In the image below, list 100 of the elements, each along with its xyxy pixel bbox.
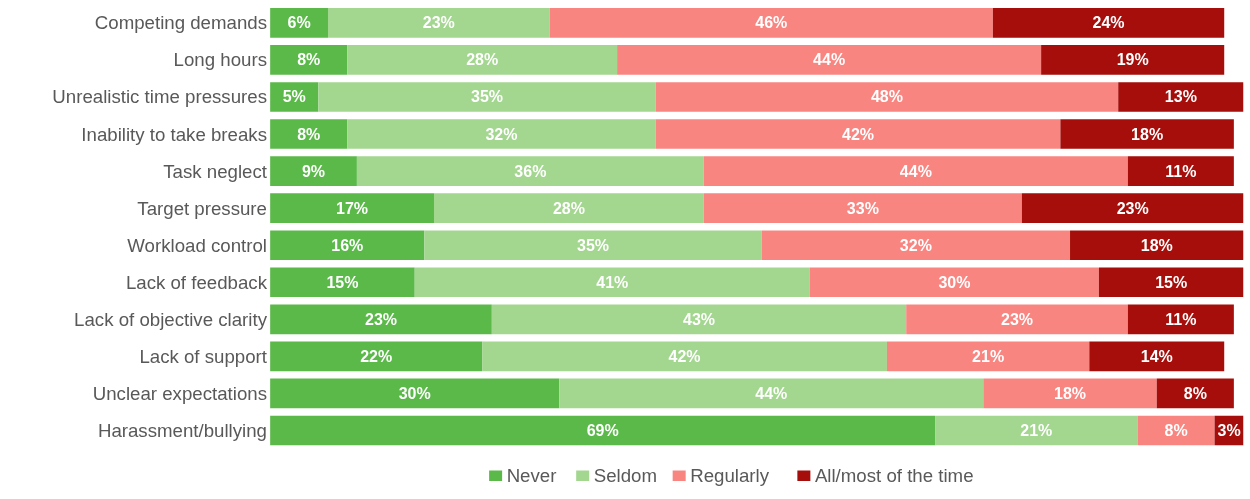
data-label: 28%: [552, 199, 585, 217]
bar: [270, 8, 328, 38]
data-label: 18%: [1131, 125, 1164, 143]
data-label: 28%: [466, 51, 499, 69]
y-tick-label: Unclear expectations: [92, 382, 267, 404]
bar: [549, 8, 993, 38]
data-label: 44%: [755, 384, 788, 402]
data-label: 21%: [1020, 422, 1053, 439]
bar: [270, 267, 415, 298]
bar: [327, 8, 550, 38]
data-label: 36%: [514, 162, 547, 180]
bar: [347, 45, 618, 75]
data-label: 44%: [813, 51, 846, 69]
data-label: 24%: [1092, 14, 1125, 32]
bar: [1137, 415, 1215, 446]
bar: [983, 378, 1157, 409]
bar: [559, 378, 984, 409]
bar: [270, 193, 434, 223]
bar: [1127, 304, 1234, 335]
bar: [482, 341, 887, 372]
data-label: 30%: [938, 273, 971, 291]
data-label: 11%: [1165, 310, 1197, 328]
bar: [434, 193, 704, 223]
legend-label: Seldom: [593, 465, 657, 487]
data-label: 5%: [282, 88, 306, 106]
bar: [1089, 341, 1225, 372]
data-label: 18%: [1140, 236, 1173, 254]
bar: [1098, 267, 1244, 298]
data-label: 30%: [398, 384, 431, 402]
data-label: 23%: [1001, 310, 1034, 328]
bar: [270, 156, 357, 186]
data-label: 8%: [1164, 422, 1188, 439]
bar: [1041, 45, 1225, 75]
y-tick-label: Workload control: [127, 234, 267, 256]
bar: [270, 304, 492, 335]
legend-label: Never: [506, 465, 557, 487]
data-label: 42%: [842, 125, 875, 143]
bar: [270, 415, 936, 446]
data-label: 18%: [1054, 384, 1087, 402]
data-label: 48%: [870, 88, 903, 106]
data-label: 8%: [297, 125, 321, 143]
bar: [655, 119, 1061, 149]
bar: [906, 304, 1128, 335]
bar: [1127, 156, 1234, 186]
data-label: 15%: [326, 273, 359, 291]
data-label: 16%: [331, 236, 364, 254]
data-label: 13%: [1164, 88, 1197, 106]
bar: [809, 267, 1099, 298]
bar: [318, 82, 656, 112]
data-label: 15%: [1155, 273, 1188, 291]
data-label: 21%: [972, 347, 1005, 365]
bar: [992, 8, 1225, 38]
data-label: 8%: [1183, 384, 1207, 402]
data-label: 6%: [287, 14, 311, 32]
bar: [491, 304, 907, 335]
legend-label: All/most of the time: [814, 465, 974, 487]
y-tick-label: Long hours: [173, 49, 267, 71]
y-tick-label: Inability to take breaks: [81, 123, 267, 145]
data-label: 35%: [576, 236, 610, 254]
bar: [270, 341, 483, 372]
y-tick-label: Lack of feedback: [125, 271, 268, 293]
legend-label: Regularly: [690, 465, 770, 487]
data-label: 3%: [1217, 422, 1241, 439]
data-label: 22%: [360, 347, 393, 365]
data-label: 33%: [846, 199, 879, 217]
y-tick-label: Harassment/bullying: [97, 420, 267, 441]
bar: [703, 193, 1022, 223]
bar: [270, 45, 348, 75]
bar: [761, 230, 1071, 261]
y-tick-label: Lack of objective clarity: [74, 308, 268, 330]
data-label: 9%: [301, 162, 326, 180]
data-label: 23%: [364, 310, 398, 328]
y-tick-label: Competing demands: [94, 12, 267, 34]
data-label: 19%: [1116, 51, 1149, 69]
y-tick-label: Task neglect: [163, 160, 268, 182]
bar: [424, 230, 762, 261]
bar: [414, 267, 810, 298]
data-label: 44%: [899, 162, 932, 180]
y-tick-label: Lack of support: [139, 345, 268, 367]
data-label: 17%: [336, 199, 369, 217]
data-label: 35%: [470, 88, 504, 106]
bar: [270, 230, 425, 261]
bar: [703, 156, 1128, 186]
data-label: 23%: [422, 14, 455, 32]
bar: [347, 119, 656, 149]
bar: [356, 156, 704, 186]
bar: [655, 82, 1119, 112]
bar: [617, 45, 1042, 75]
y-tick-label: Unrealistic time pressures: [52, 86, 267, 108]
bar: [1118, 82, 1244, 112]
data-label: 32%: [485, 125, 518, 143]
bar: [270, 378, 560, 409]
y-tick-label: Target pressure: [137, 197, 267, 219]
bar: [270, 119, 348, 149]
data-label: 8%: [297, 51, 321, 69]
bar: [1070, 230, 1244, 261]
bar: [1060, 119, 1234, 149]
bar: [886, 341, 1090, 372]
data-label: 41%: [596, 273, 629, 291]
data-label: 69%: [586, 422, 619, 439]
